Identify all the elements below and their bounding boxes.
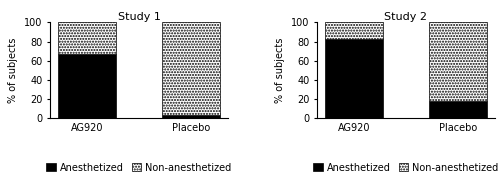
Title: Study 2: Study 2	[384, 12, 428, 22]
Bar	[162, 22, 220, 115]
Bar	[325, 22, 382, 39]
Bar	[325, 39, 382, 118]
Bar	[58, 54, 116, 118]
Title: Study 1: Study 1	[118, 12, 160, 22]
Bar	[430, 101, 487, 118]
Legend: Anesthetized, Non-anesthetized: Anesthetized, Non-anesthetized	[310, 159, 500, 173]
Bar	[58, 22, 116, 54]
Bar	[162, 115, 220, 118]
Legend: Anesthetized, Non-anesthetized: Anesthetized, Non-anesthetized	[42, 159, 235, 173]
Y-axis label: % of subjects: % of subjects	[8, 37, 18, 103]
Bar	[430, 22, 487, 101]
Y-axis label: % of subjects: % of subjects	[276, 37, 285, 103]
